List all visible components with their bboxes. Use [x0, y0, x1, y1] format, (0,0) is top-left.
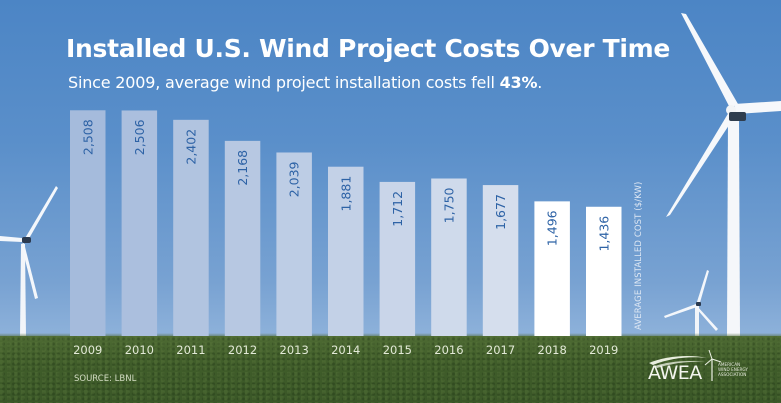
logo-line: American	[718, 362, 741, 367]
awea-logo: AWEA American Wind Energy Association	[645, 350, 775, 386]
turbine-nacelle	[22, 237, 31, 243]
logo-subtitle: American Wind Energy Association	[718, 362, 778, 377]
bar-2010	[121, 110, 158, 337]
value-label-2014: 1,881	[338, 176, 353, 212]
value-label-2018: 1,496	[545, 210, 560, 246]
turbine-blade	[734, 101, 781, 114]
logo-line: Wind Energy	[718, 367, 748, 372]
bar-2012	[224, 140, 261, 336]
value-label-2011: 2,402	[183, 129, 198, 165]
bar-2014	[328, 166, 364, 336]
y-axis-label: AVERAGE INSTALLED COST ($/KW)	[634, 181, 644, 330]
bar-2015	[379, 181, 416, 336]
logo-line: Association	[718, 372, 747, 377]
x-tick-label-2009: 2009	[73, 343, 102, 357]
x-tick-label-2018: 2018	[538, 343, 567, 357]
subtitle-suffix: .	[537, 73, 543, 92]
x-tick-label-2016: 2016	[434, 343, 463, 357]
turbine-nacelle	[729, 112, 746, 121]
turbine-blade	[695, 306, 718, 331]
turbine-blade	[666, 112, 735, 217]
bars-group	[70, 110, 622, 337]
value-label-2015: 1,712	[390, 191, 405, 227]
x-tick-label-2017: 2017	[486, 343, 515, 357]
value-label-2012: 2,168	[235, 150, 250, 186]
value-labels-group: 2,508 2,506 2,402 2,168 2,039 1,881 1,712 1,750…	[80, 119, 611, 251]
bar-2019	[586, 206, 622, 336]
value-label-2009: 2,508	[80, 119, 95, 155]
turbine-blade	[681, 13, 738, 108]
chart-title: Installed U.S. Wind Project Costs Over T…	[66, 34, 671, 63]
logo-wordmark: AWEA	[648, 362, 702, 384]
logo-swoosh-icon	[649, 350, 722, 381]
x-tick-label-2019: 2019	[589, 343, 618, 357]
bar-2018	[534, 201, 570, 336]
turbine-blade	[24, 186, 58, 242]
source-note: SOURCE: LBNL	[74, 374, 137, 384]
chart-subtitle: Since 2009, average wind project install…	[68, 73, 542, 92]
turbine-blade	[21, 243, 38, 299]
turbine-blade	[0, 236, 22, 242]
bar-2017	[482, 185, 519, 336]
x-tick-label-2014: 2014	[331, 343, 360, 357]
bar-2013	[276, 152, 312, 336]
turbine-nacelle	[696, 302, 701, 306]
turbine-tower	[727, 116, 740, 336]
x-tick-label-2013: 2013	[280, 343, 309, 357]
value-label-2010: 2,506	[132, 119, 147, 155]
value-label-2019: 1,436	[596, 216, 611, 252]
value-label-2013: 2,039	[287, 161, 302, 197]
x-tick-label-2010: 2010	[125, 343, 154, 357]
bar-2011	[173, 119, 209, 336]
bar-2016	[431, 178, 467, 336]
x-tick-label-2015: 2015	[383, 343, 412, 357]
turbine-blade	[696, 270, 709, 306]
grass-field	[0, 336, 781, 403]
turbine-tower	[20, 244, 26, 337]
value-label-2017: 1,677	[493, 194, 508, 230]
bar-2009	[70, 110, 106, 336]
x-tick-label-2011: 2011	[176, 343, 205, 357]
turbine-tower	[695, 306, 699, 337]
value-label-2016: 1,750	[441, 187, 456, 223]
subtitle-text: Since 2009, average wind project install…	[68, 73, 500, 92]
turbine-blade	[664, 304, 697, 318]
x-tick-labels-group: 2009 2010 2011 2012 2013 2014 2015 2016 2017 2018…	[73, 343, 618, 357]
subtitle-highlight: 43%	[499, 73, 538, 92]
x-tick-label-2012: 2012	[228, 343, 257, 357]
